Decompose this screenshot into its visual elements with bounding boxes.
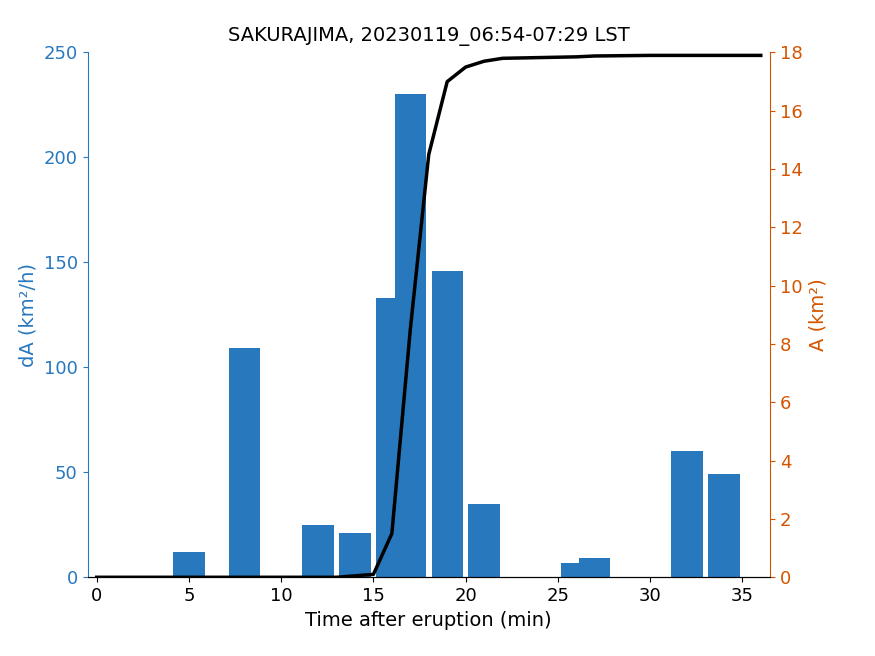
Bar [376,298,408,577]
Bar [173,552,205,577]
Title: SAKURAJIMA, 20230119_06:54-07:29 LST: SAKURAJIMA, 20230119_06:54-07:29 LST [228,28,630,47]
Bar [431,271,463,577]
Bar [579,558,611,577]
Y-axis label: dA (km²/h): dA (km²/h) [19,263,38,367]
X-axis label: Time after eruption (min): Time after eruption (min) [305,611,552,630]
Bar [671,451,703,577]
Y-axis label: A (km²): A (km²) [808,279,827,351]
Bar [303,525,333,577]
Bar [468,504,500,577]
Bar [561,563,592,577]
Bar [708,474,739,577]
Bar [340,533,371,577]
Bar [228,348,260,577]
Bar [395,94,426,577]
